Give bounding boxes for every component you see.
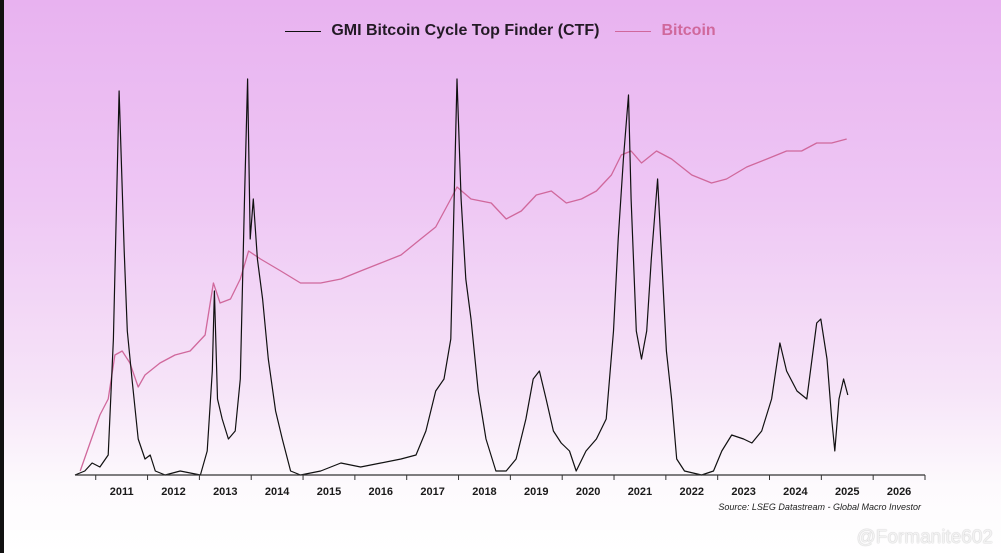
- x-tick-label-2011: 2011: [110, 486, 134, 498]
- x-tick-label-2012: 2012: [161, 486, 185, 498]
- x-tick-label-2016: 2016: [369, 486, 393, 498]
- series-line-bitcoin: [79, 138, 847, 472]
- x-tick-label-2025: 2025: [835, 486, 859, 498]
- x-tick-label-2014: 2014: [265, 486, 290, 498]
- watermark: @Formanite602: [856, 527, 993, 548]
- x-tick-label-2013: 2013: [213, 486, 237, 498]
- x-tick-label-2020: 2020: [576, 486, 600, 498]
- x-tick-label-2024: 2024: [783, 486, 808, 498]
- left-edge-border: [0, 0, 4, 553]
- legend-swatch-bitcoin: [615, 30, 652, 32]
- x-tick-label-2017: 2017: [420, 486, 444, 498]
- x-tick-label-2026: 2026: [887, 486, 911, 498]
- x-tick-label-2019: 2019: [524, 486, 548, 498]
- x-tick-label-2018: 2018: [472, 486, 496, 498]
- x-tick-label-2021: 2021: [628, 486, 652, 498]
- x-tick-label-2015: 2015: [317, 486, 341, 498]
- legend: GMI Bitcoin Cycle Top Finder (CTF) Bitco…: [0, 22, 1001, 40]
- legend-swatch-ctf: [285, 30, 322, 32]
- source-note: Source: LSEG Datastream - Global Macro I…: [718, 502, 921, 512]
- legend-label-ctf: GMI Bitcoin Cycle Top Finder (CTF): [331, 22, 600, 39]
- series-line-ctf: [74, 78, 849, 476]
- x-tick-label-2023: 2023: [731, 486, 755, 498]
- x-tick-label-2022: 2022: [680, 486, 704, 498]
- legend-label-bitcoin: Bitcoin: [661, 22, 716, 39]
